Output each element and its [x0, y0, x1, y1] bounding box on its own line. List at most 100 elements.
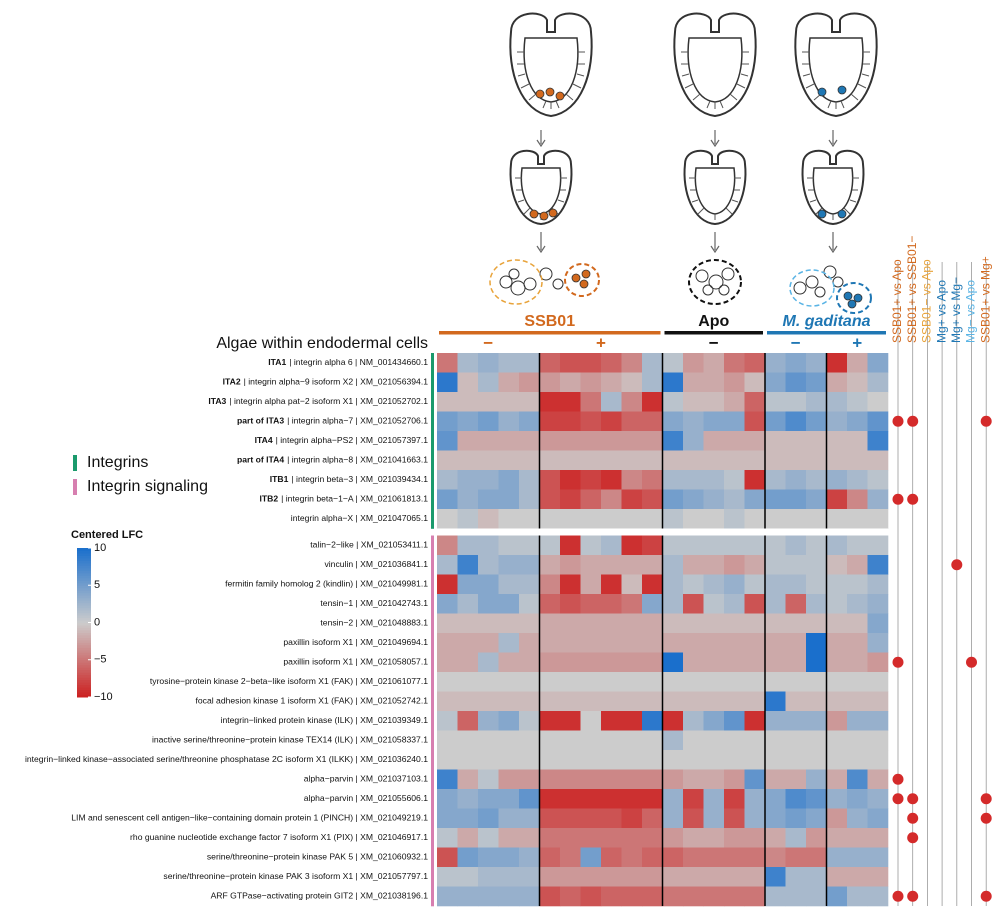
heatmap-cell — [457, 808, 479, 829]
heatmap-cell — [437, 711, 458, 731]
heatmap-cell — [580, 431, 602, 451]
heatmap-cell — [519, 372, 540, 393]
heatmap-cell — [683, 555, 704, 575]
heatmap-cell — [847, 372, 868, 393]
heatmap-cell — [478, 535, 499, 556]
heatmap-cell — [437, 769, 458, 790]
heatmap-cell — [601, 470, 622, 490]
row-label: ITB1 | integrin beta−3 | XM_021039434.1 — [270, 474, 428, 484]
heatmap-cell — [662, 828, 684, 848]
heatmap-cell — [683, 594, 704, 614]
heatmap-cell — [826, 633, 848, 653]
heatmap-cell — [539, 828, 561, 848]
heatmap-cell — [621, 372, 643, 393]
heatmap-cell — [642, 555, 663, 575]
colorbar-segment — [77, 649, 91, 653]
heatmap-cell — [785, 886, 807, 907]
heatmap-cell — [601, 594, 622, 614]
heatmap-cell — [478, 867, 499, 887]
illustration — [489, 12, 878, 314]
heatmap-cell — [498, 750, 520, 770]
heatmap-cell — [765, 489, 786, 510]
heatmap-cell — [826, 828, 848, 848]
category-bar — [431, 535, 434, 556]
heatmap-cell — [642, 372, 663, 393]
heatmap-cell — [457, 353, 479, 373]
heatmap-cell — [662, 594, 684, 614]
heatmap-cell — [826, 886, 848, 907]
gene-name: ITA4 — [255, 435, 273, 445]
heatmap-cell — [765, 867, 786, 887]
heatmap-cell — [601, 535, 622, 556]
heatmap-cell — [785, 789, 807, 809]
heatmap-cell — [519, 535, 540, 556]
row-label: LIM and senescent cell antigen−like−cont… — [71, 813, 428, 823]
heatmap-cell — [765, 711, 786, 731]
heatmap-cell — [847, 730, 868, 751]
comparison-label: Mg+ vs Mg− — [949, 277, 963, 343]
heatmap-cell — [519, 509, 540, 529]
gene-description: talin−2−like | XM_021053411.1 — [310, 540, 428, 550]
heatmap-cell — [621, 808, 643, 829]
heatmap-cell — [847, 450, 868, 471]
heatmap-cell — [437, 450, 458, 471]
colorbar-segment — [77, 642, 91, 646]
heatmap-cell — [765, 411, 786, 432]
heatmap-cell — [539, 750, 561, 770]
heatmap-cell — [642, 613, 663, 634]
heatmap-cell — [806, 633, 827, 653]
heatmap-cell — [478, 886, 499, 907]
heatmap-cell — [724, 450, 745, 471]
heatmap-cell — [437, 489, 458, 510]
heatmap-cell — [785, 672, 807, 692]
heatmap-cell — [765, 633, 786, 653]
category-bar — [431, 411, 434, 432]
subgroup-label: + — [596, 333, 606, 352]
heatmap-cell — [847, 489, 868, 510]
colorbar-segment — [77, 595, 91, 599]
heatmap-cell — [847, 613, 868, 634]
colorbar-segment — [77, 572, 91, 576]
heatmap-cell — [662, 633, 684, 653]
heatmap-cell — [867, 828, 889, 848]
heatmap-cell — [601, 431, 622, 451]
heatmap-cell — [744, 789, 766, 809]
colorbar-segment — [77, 565, 91, 569]
heatmap-cell — [621, 789, 643, 809]
heatmap-cell — [826, 411, 848, 432]
heatmap-cell — [683, 808, 704, 829]
colorbar-tick-label: −5 — [94, 654, 107, 666]
heatmap-cell — [703, 574, 725, 595]
heatmap-cell — [785, 594, 807, 614]
significance-dot — [907, 890, 919, 902]
heatmap-cell — [560, 555, 581, 575]
heatmap-cell — [662, 431, 684, 451]
heatmap-cell — [847, 769, 868, 790]
heatmap-cell — [703, 431, 725, 451]
row-label: tensin−2 | XM_021048883.1 — [320, 618, 428, 628]
heatmap-cell — [806, 353, 827, 373]
colorbar-segment — [77, 652, 91, 656]
heatmap-cell — [601, 769, 622, 790]
heatmap-cell — [744, 594, 766, 614]
heatmap-cell — [765, 431, 786, 451]
heatmap-cell — [744, 392, 766, 412]
heatmap-cell — [498, 535, 520, 556]
heatmap-cell — [457, 847, 479, 868]
heatmap-cell — [867, 594, 889, 614]
heatmap-cell — [724, 652, 745, 673]
heatmap-cell — [498, 411, 520, 432]
heatmap-cell — [539, 730, 561, 751]
heatmap-cell — [867, 470, 889, 490]
heatmap-cell — [724, 594, 745, 614]
heatmap-cell — [478, 574, 499, 595]
heatmap-cell — [580, 769, 602, 790]
significance-dot — [907, 793, 919, 805]
heatmap-cell — [437, 652, 458, 673]
colorbar-segment — [77, 694, 91, 698]
heatmap-cell — [457, 555, 479, 575]
heatmap-cell — [744, 535, 766, 556]
heatmap-cell — [539, 574, 561, 595]
heatmap-cell — [457, 672, 479, 692]
heatmap-cell — [580, 450, 602, 471]
